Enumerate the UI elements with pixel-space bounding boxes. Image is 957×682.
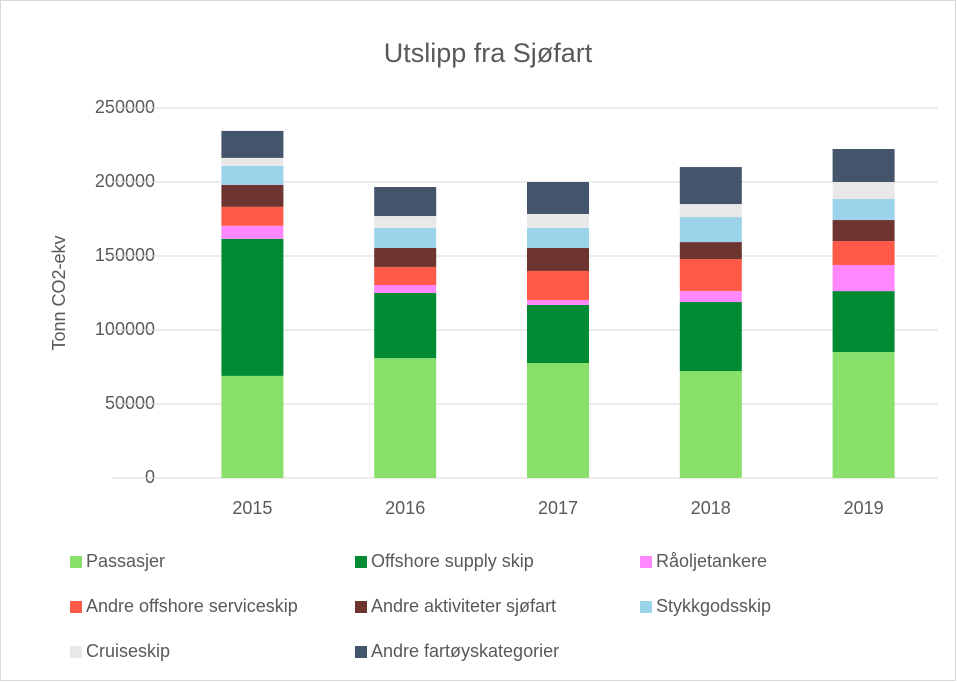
x-tick-label: 2017 xyxy=(538,498,578,518)
legend-label: Cruiseskip xyxy=(86,641,170,661)
bar-segment xyxy=(527,270,589,300)
bar-segment xyxy=(832,291,895,353)
bar-segment xyxy=(679,291,742,303)
y-tick-label: 50000 xyxy=(105,393,155,413)
bar-segment xyxy=(221,206,284,226)
x-tick-label: 2018 xyxy=(691,498,731,518)
bar-segment xyxy=(527,182,589,214)
bar-segment xyxy=(527,213,589,229)
bar-segment xyxy=(832,265,895,292)
legend-label: Stykkgodsskip xyxy=(656,596,771,616)
legend-label: Andre fartøyskategorier xyxy=(371,641,559,661)
bar-segment xyxy=(679,370,742,478)
bar-segment xyxy=(832,220,895,242)
bar-segment xyxy=(832,148,895,182)
bar-segment xyxy=(221,225,284,239)
bar-segment xyxy=(374,187,437,217)
bar-segment xyxy=(832,352,895,478)
y-tick-label: 150000 xyxy=(95,245,155,265)
bar-segment xyxy=(679,167,742,205)
bar-segment xyxy=(527,299,589,305)
bar-segment xyxy=(221,375,284,478)
x-tick-label: 2015 xyxy=(232,498,272,518)
legend-label: Offshore supply skip xyxy=(371,551,534,571)
bar-segment xyxy=(221,130,284,158)
legend-swatch xyxy=(355,601,367,613)
bar-segment xyxy=(374,358,437,478)
bar-segment xyxy=(679,204,742,218)
legend-swatch xyxy=(70,601,82,613)
legend-label: Andre offshore serviceskip xyxy=(86,596,298,616)
bar-segment xyxy=(527,248,589,271)
legend-label: Andre aktiviteter sjøfart xyxy=(371,596,556,616)
x-tick-label: 2019 xyxy=(844,498,884,518)
bar-segment xyxy=(832,241,895,266)
bar-segment xyxy=(679,302,742,371)
bar-segment xyxy=(679,259,742,292)
bar-segment xyxy=(221,165,284,185)
y-axis-label: Tonn CO2-ekv xyxy=(49,235,69,350)
bar-segment xyxy=(527,304,589,364)
legend-swatch xyxy=(355,556,367,568)
legend-swatch xyxy=(70,646,82,658)
y-tick-label: 250000 xyxy=(95,97,155,117)
bar-segment xyxy=(527,363,589,478)
chart-title: Utslipp fra Sjøfart xyxy=(384,38,593,68)
bar-segment xyxy=(679,242,742,260)
bar-segment xyxy=(374,248,437,267)
legend-swatch xyxy=(640,556,652,568)
bar-segment xyxy=(221,157,284,166)
y-tick-label: 100000 xyxy=(95,319,155,339)
legend-swatch xyxy=(70,556,82,568)
bar-segment xyxy=(221,184,284,207)
bar-segment xyxy=(374,285,437,293)
bar-segment xyxy=(527,228,589,249)
bar-segment xyxy=(374,228,437,249)
legend-swatch xyxy=(640,601,652,613)
bar-segment xyxy=(832,182,895,200)
y-tick-label: 200000 xyxy=(95,171,155,191)
bar-segment xyxy=(221,238,284,376)
x-tick-label: 2016 xyxy=(385,498,425,518)
legend-label: Passasjer xyxy=(86,551,165,571)
bar-segment xyxy=(832,199,895,221)
bar-segment xyxy=(374,293,437,359)
legend-swatch xyxy=(355,646,367,658)
bar-segment xyxy=(679,217,742,243)
bar-segment xyxy=(374,266,437,286)
bar-segment xyxy=(374,216,437,229)
y-tick-label: 0 xyxy=(145,467,155,487)
legend-label: Råoljetankere xyxy=(656,551,767,571)
